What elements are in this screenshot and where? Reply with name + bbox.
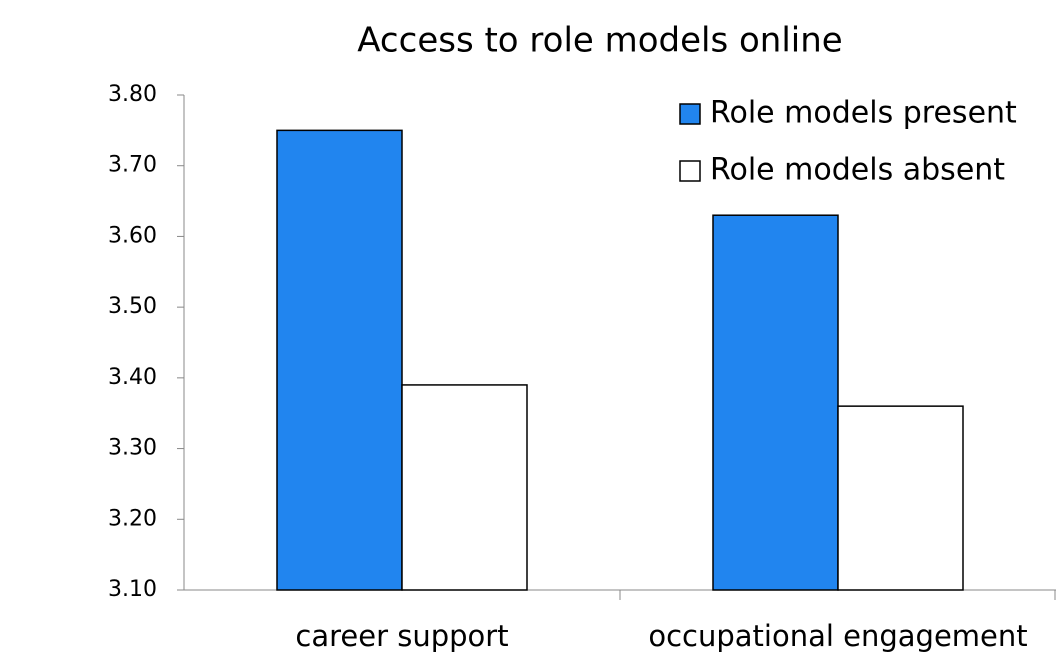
- y-tick-label: 3.10: [108, 577, 157, 602]
- x-tick-label: occupational engagement: [648, 619, 1027, 653]
- bar: [401, 384, 528, 591]
- bar: [712, 214, 839, 591]
- chart-title: Access to role models online: [357, 21, 842, 61]
- y-tick-label: 3.80: [108, 82, 157, 107]
- legend-label: Role models present: [710, 96, 1017, 131]
- y-tick-label: 3.60: [108, 223, 157, 248]
- legend-label: Role models absent: [710, 153, 1005, 188]
- y-tick-label: 3.20: [108, 506, 157, 531]
- y-tick-label: 3.30: [108, 436, 157, 461]
- legend-swatch: [679, 103, 701, 125]
- y-tick-label: 3.40: [108, 365, 157, 390]
- bar: [837, 405, 964, 591]
- bar: [276, 129, 403, 591]
- legend-swatch: [679, 160, 701, 182]
- y-tick-label: 3.70: [108, 153, 157, 178]
- y-tick-label: 3.50: [108, 294, 157, 319]
- x-tick-label: career support: [295, 619, 508, 653]
